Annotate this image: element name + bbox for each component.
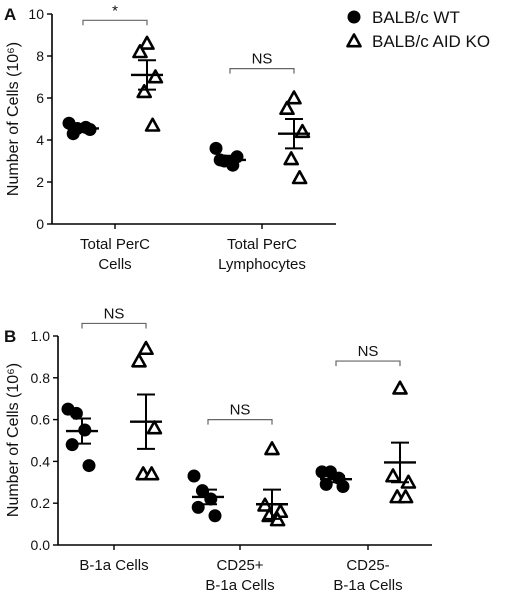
significance-label: NS [230,402,251,419]
data-point [143,466,160,481]
data-point [264,441,280,456]
data-point [187,469,201,483]
significance-label: NS [358,343,379,360]
y-tick-label: 0 [36,216,44,232]
x-tick-label: Cells [98,256,131,273]
x-tick-label: B-1a Cells [333,577,402,594]
x-tick-label: CD25- [346,557,389,574]
data-point [294,123,311,139]
x-tick-label: Lymphocytes [218,256,306,273]
y-axis-label: Number of Cells (10⁶) [5,42,22,196]
significance-bracket [229,68,295,74]
y-tick-label: 8 [36,48,44,64]
data-point [392,380,408,395]
legend: BALB/c WT BALB/c AID KO [346,8,490,51]
data-point [146,420,163,435]
data-point [279,100,295,115]
data-point [136,83,152,99]
y-tick-label: 2 [36,174,44,190]
series-aid-ko [130,340,417,527]
data-point [397,489,414,504]
y-tick-label: 4 [36,132,44,148]
panel-A: A 0 2 4 6 8 10 Number of Cells (10⁶) Total PerC C… [4,2,336,273]
x-tick-label: B-1a Cells [79,557,148,574]
series-wt [62,116,246,172]
legend-label: BALB/c WT [372,8,460,27]
panel-B: B 0.0 0.2 0.4 0.6 0.8 1.0 Number of Cells (10⁶)… [4,305,432,594]
data-point [65,438,79,452]
data-point [138,340,154,356]
y-tick-label: 0.0 [31,537,51,553]
y-tick-label: 1.0 [31,328,51,344]
significance-bracket [82,19,148,26]
x-tick-label: CD25+ [216,557,263,574]
data-point [319,477,333,491]
data-point [195,484,209,498]
data-point [286,90,302,105]
y-tick-label: 0.6 [31,412,51,428]
y-axis-label: Number of Cells (10⁶) [5,363,22,517]
panel-label: B [4,327,16,346]
data-point [82,459,96,473]
significance-label: NS [252,51,273,68]
legend-marker [346,33,362,48]
data-point [283,151,300,166]
x-tick-label: Total PerC [227,236,297,253]
data-point [385,468,401,483]
significance-label: NS [104,305,125,322]
y-tick-label: 6 [36,90,44,106]
y-tick-label: 0.4 [31,453,51,469]
x-tick-label: Total PerC [80,236,150,253]
legend-marker [347,10,361,24]
data-point [131,353,147,368]
data-point [291,170,308,185]
y-tick-label: 0.8 [31,370,51,386]
significance-bracket [207,419,273,425]
legend-label: BALB/c AID KO [372,32,490,51]
significance-bracket [335,360,401,367]
data-point [69,406,83,420]
significance-bracket [81,322,147,329]
y-tick-label: 0.2 [31,495,51,511]
data-point [208,509,222,523]
data-point [230,150,244,164]
series-wt [61,402,352,523]
data-point [144,117,161,132]
data-point [147,69,164,84]
data-point [209,141,223,155]
x-tick-label: B-1a Cells [205,577,274,594]
data-point [66,127,80,141]
data-point [139,35,155,50]
y-tick-label: 10 [28,6,44,22]
series-aid-ko [131,35,311,185]
significance-label: * [112,2,118,19]
panel-label: A [4,5,16,24]
data-point [191,500,205,514]
data-point [132,43,148,59]
